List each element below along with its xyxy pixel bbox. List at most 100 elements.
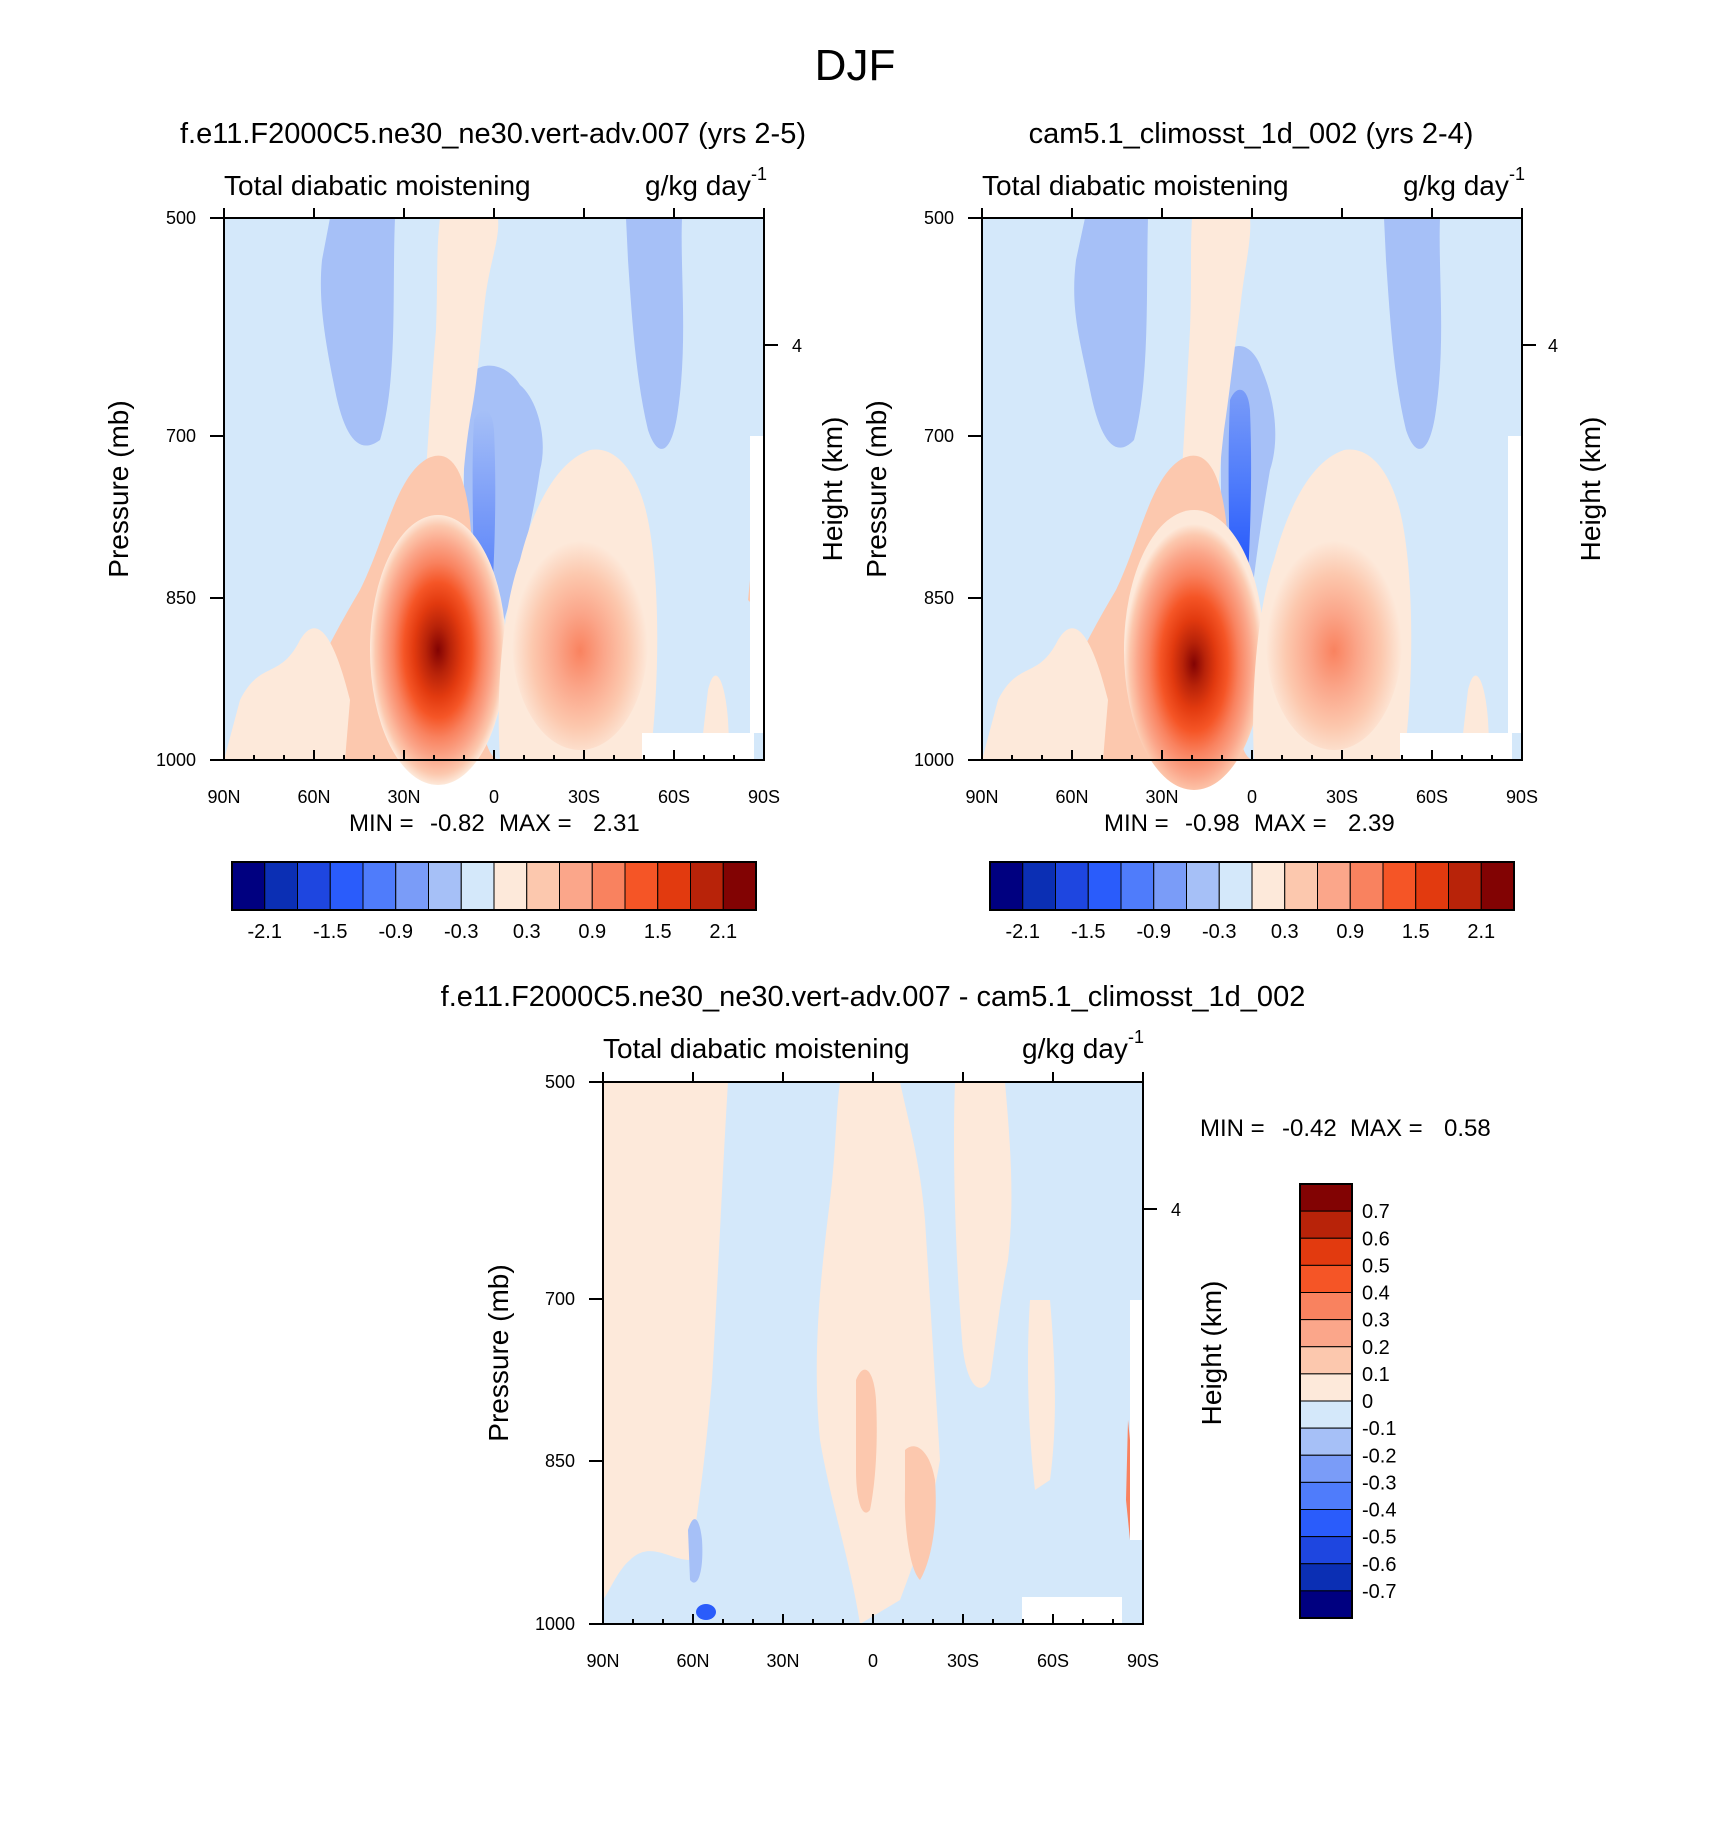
panel-2-colorbar-swatch <box>1186 861 1220 911</box>
panel-2-colorbar-label: 2.1 <box>1467 921 1495 943</box>
panel-1-axes <box>210 208 778 761</box>
panel-2-missing-data <box>1400 733 1512 760</box>
panel-3-xtick-30n: 30N <box>766 1651 799 1671</box>
panel-3-ytick-1000: 1000 <box>535 1614 575 1634</box>
panel-3-colorbar-swatch <box>1299 1536 1353 1565</box>
panel-2-colorbar-swatch <box>1153 861 1187 911</box>
panel-3-units-label: g/kg day <box>1022 1033 1128 1064</box>
panel-1-colorbar-swatch <box>624 861 659 911</box>
panel-1-colorbar-swatch <box>329 861 364 911</box>
panel-1-units-label: g/kg day <box>645 170 751 201</box>
panel-2-title: cam5.1_climosst_1d_002 (yrs 2-4) <box>1029 118 1474 150</box>
panel-1-min-label: MIN = <box>349 810 414 837</box>
panel-3-variable-label: Total diabatic moistening <box>603 1033 910 1064</box>
panel-3-colorbar-label: -0.6 <box>1362 1554 1396 1576</box>
panel-3-colorbar-label: 0.2 <box>1362 1337 1390 1359</box>
panel-2-colorbar-label: -1.5 <box>1071 921 1105 943</box>
panel-1-xtick-30n: 30N <box>387 787 420 807</box>
panel-3-title: f.e11.F2000C5.ne30_ne30.vert-adv.007 - c… <box>441 981 1306 1013</box>
panel-1-blue-lobe-south <box>626 218 684 449</box>
panel-2-xtick-90n: 90N <box>965 787 998 807</box>
panel-2-blue-lobe-south <box>1384 218 1442 449</box>
panel-1-colorbar-swatch <box>657 861 691 911</box>
panel-2-colorbar: -2.1 -1.5 -0.9 -0.3 0.3 0.9 1.5 2.1 <box>989 861 1515 943</box>
panel-2-colorbar-label: -0.3 <box>1202 921 1236 943</box>
panel-3-colorbar-label: -0.2 <box>1362 1445 1396 1467</box>
panel-1-colorbar-label: 0.9 <box>578 921 606 943</box>
panel-3-ylabel-right: Height (km) <box>1196 1281 1227 1426</box>
panel-3-tropical-core <box>856 1369 877 1513</box>
panel-1-max-label: MAX = <box>499 810 572 837</box>
panel-1-missing-data <box>642 733 754 760</box>
page-title: DJF <box>815 41 896 90</box>
panel-3-right-tick-4: 4 <box>1171 1200 1181 1220</box>
panel-2-xtick-60s: 60S <box>1416 787 1448 807</box>
panel-3-colorbar-swatch <box>1299 1237 1353 1266</box>
panel-3-south-edge <box>1027 1300 1055 1490</box>
panel-3-max-value: 0.58 <box>1444 1115 1491 1142</box>
panel-3-xtick-0: 0 <box>868 1651 878 1671</box>
panel-1-colorbar-swatch <box>395 861 429 911</box>
panel-3-colorbar-swatch <box>1299 1210 1353 1239</box>
panel-1-colorbar-swatch <box>231 861 266 911</box>
panel-3-colorbar-label: 0.5 <box>1362 1255 1390 1277</box>
panel-3-min-label: MIN = <box>1200 1115 1265 1142</box>
panel-3-colorbar-label: 0.3 <box>1362 1310 1390 1332</box>
panel-2-ytick-1000: 1000 <box>914 750 954 770</box>
panel-1-max-value: 2.31 <box>593 810 640 837</box>
panel-3-colorbar-label: 0.7 <box>1362 1201 1390 1223</box>
panel-3-colorbar-swatch <box>1299 1346 1353 1375</box>
panel-3-colorbar-swatch <box>1299 1427 1353 1456</box>
panel-3-colorbar-swatch <box>1299 1373 1353 1402</box>
panel-2-variable-label: Total diabatic moistening <box>982 170 1289 201</box>
panel-1-heating-core <box>370 515 506 785</box>
panel-3-blue-pocket <box>688 1519 703 1583</box>
panel-3-colorbar-label: -0.5 <box>1362 1527 1396 1549</box>
panel-2-xtick-0: 0 <box>1247 787 1257 807</box>
panel-2-colorbar-swatch <box>989 861 1024 911</box>
panel-1-xtick-90n: 90N <box>207 787 240 807</box>
panel-3-colorbar-swatch <box>1299 1264 1353 1293</box>
panel-3-colorbar: 0.7 0.6 0.5 0.4 0.3 0.2 0.1 0 -0.1 -0.2 -0.3 -0.4 -0… <box>1299 1183 1396 1619</box>
panel-2-max-value: 2.39 <box>1348 810 1395 837</box>
panel-3-dark-blue-spot <box>696 1604 716 1620</box>
panel-1-xtick-0: 0 <box>489 787 499 807</box>
panel-3-max-label: MAX = <box>1350 1115 1423 1142</box>
panel-3-colorbar-swatch <box>1299 1183 1353 1212</box>
panel-1-ylabel-right: Height (km) <box>817 417 848 562</box>
panel-1-colorbar-swatch <box>526 861 560 911</box>
panel-2-colorbar-swatch <box>1120 861 1155 911</box>
panel-3-xtick-90n: 90N <box>586 1651 619 1671</box>
panel-3-plot-area <box>602 1081 1144 1625</box>
panel-1-colorbar-swatch <box>493 861 528 911</box>
panel-1-colorbar-label: 2.1 <box>709 921 737 943</box>
panel-3-ytick-500: 500 <box>545 1072 575 1092</box>
panel-3-colorbar-swatch <box>1299 1400 1353 1429</box>
panel-1-colorbar-swatch <box>362 861 397 911</box>
panel-1: f.e11.F2000C5.ne30_ne30.vert-adv.007 (yr… <box>103 118 848 943</box>
panel-2-colorbar-swatch <box>1349 861 1384 911</box>
panel-1-colorbar-swatch <box>722 861 757 911</box>
panel-3-xtick-60n: 60N <box>676 1651 709 1671</box>
panel-3-ytick-850: 850 <box>545 1451 575 1471</box>
panel-3-colorbar-label: 0.1 <box>1362 1364 1390 1386</box>
panel-2-ylabel: Pressure (mb) <box>861 400 892 577</box>
panel-1-colorbar-label: -0.9 <box>379 921 413 943</box>
panel-2-colorbar-swatch <box>1382 861 1417 911</box>
panel-2-colorbar-swatch <box>1480 861 1515 911</box>
panel-3-xtick-60s: 60S <box>1037 1651 1069 1671</box>
panel-2-colorbar-label: 1.5 <box>1402 921 1430 943</box>
panel-2-blue-lobe-north <box>1074 218 1148 448</box>
panel-3-missing-edge <box>1130 1300 1143 1540</box>
panel-3-south-positive <box>953 1082 1012 1388</box>
panel-3-south-core <box>904 1446 936 1580</box>
panel-1-title: f.e11.F2000C5.ne30_ne30.vert-adv.007 (yr… <box>180 118 806 150</box>
panel-1-ytick-700: 700 <box>166 426 196 446</box>
panel-1-right-tick-4: 4 <box>792 336 802 356</box>
panel-3-min-value: -0.42 <box>1282 1115 1337 1142</box>
panel-3-units-superscript: -1 <box>1128 1027 1144 1047</box>
panel-2-xtick-30s: 30S <box>1326 787 1358 807</box>
panel-1-variable-label: Total diabatic moistening <box>224 170 531 201</box>
panel-2-ylabel-right: Height (km) <box>1575 417 1606 562</box>
